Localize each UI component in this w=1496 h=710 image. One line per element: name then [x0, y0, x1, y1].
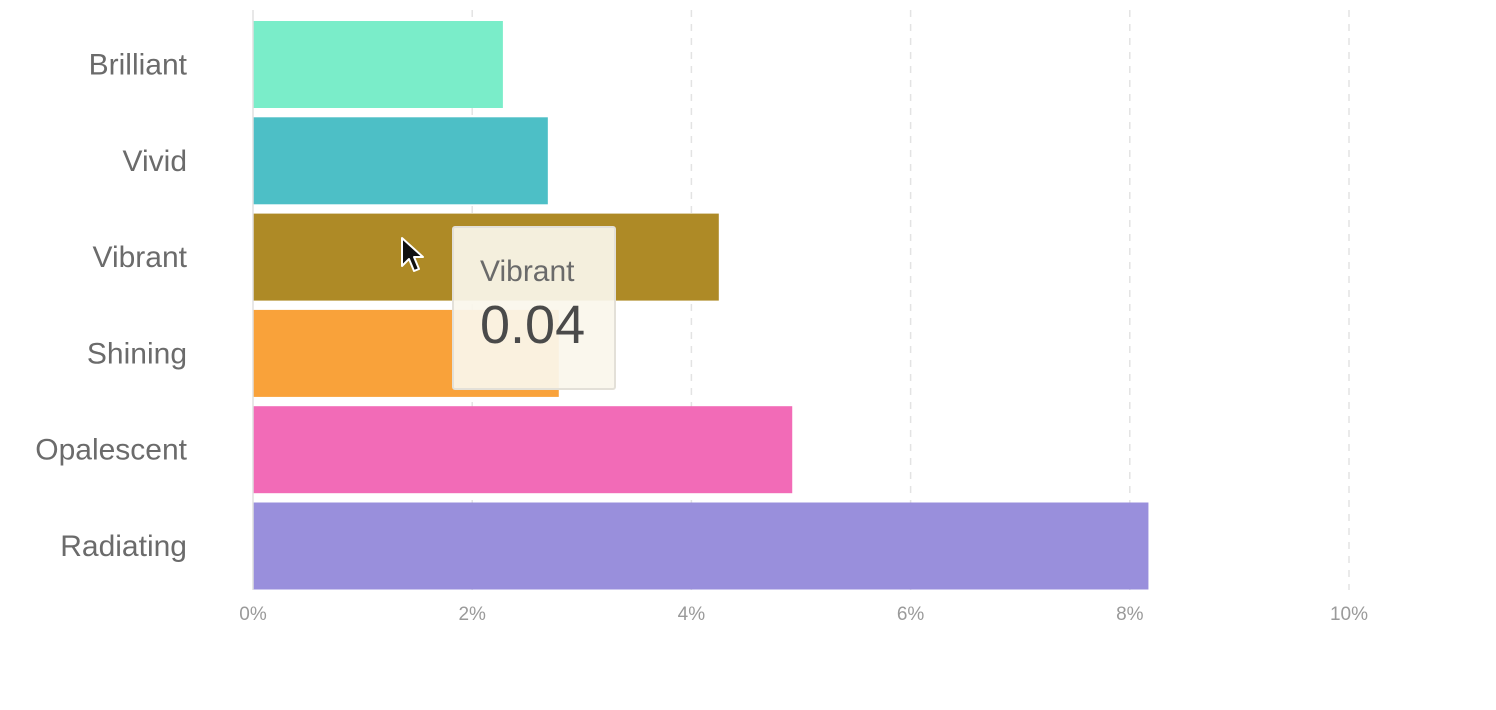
x-tick-labels: 0% 2% 4% 6% 8% 10%: [239, 604, 1368, 625]
tooltip: Vibrant 0.04: [452, 226, 616, 390]
x-tick-label: 6%: [897, 604, 925, 625]
x-tick-label: 0%: [239, 604, 267, 625]
category-label: Vibrant: [92, 241, 187, 274]
category-label: Shining: [87, 337, 187, 370]
x-tick-label: 2%: [458, 604, 486, 625]
bar-vivid[interactable]: [253, 117, 548, 205]
mouse-pointer-icon: [401, 237, 424, 272]
bar-radiating[interactable]: [253, 502, 1149, 590]
category-label: Radiating: [60, 530, 187, 563]
x-tick-label: 8%: [1116, 604, 1144, 625]
tooltip-label: Vibrant: [480, 255, 575, 288]
tooltip-value: 0.04: [480, 295, 586, 355]
bar-brilliant[interactable]: [253, 21, 503, 108]
x-tick-label: 10%: [1330, 604, 1368, 625]
category-label: Opalescent: [35, 434, 187, 467]
category-label: Vivid: [123, 145, 187, 178]
category-label: Brilliant: [89, 49, 188, 82]
x-tick-label: 4%: [678, 604, 706, 625]
bars: [253, 21, 1149, 590]
bar-opalescent[interactable]: [253, 406, 793, 494]
category-labels: Brilliant Vivid Vibrant Shining Opalescent Ra…: [35, 49, 187, 564]
